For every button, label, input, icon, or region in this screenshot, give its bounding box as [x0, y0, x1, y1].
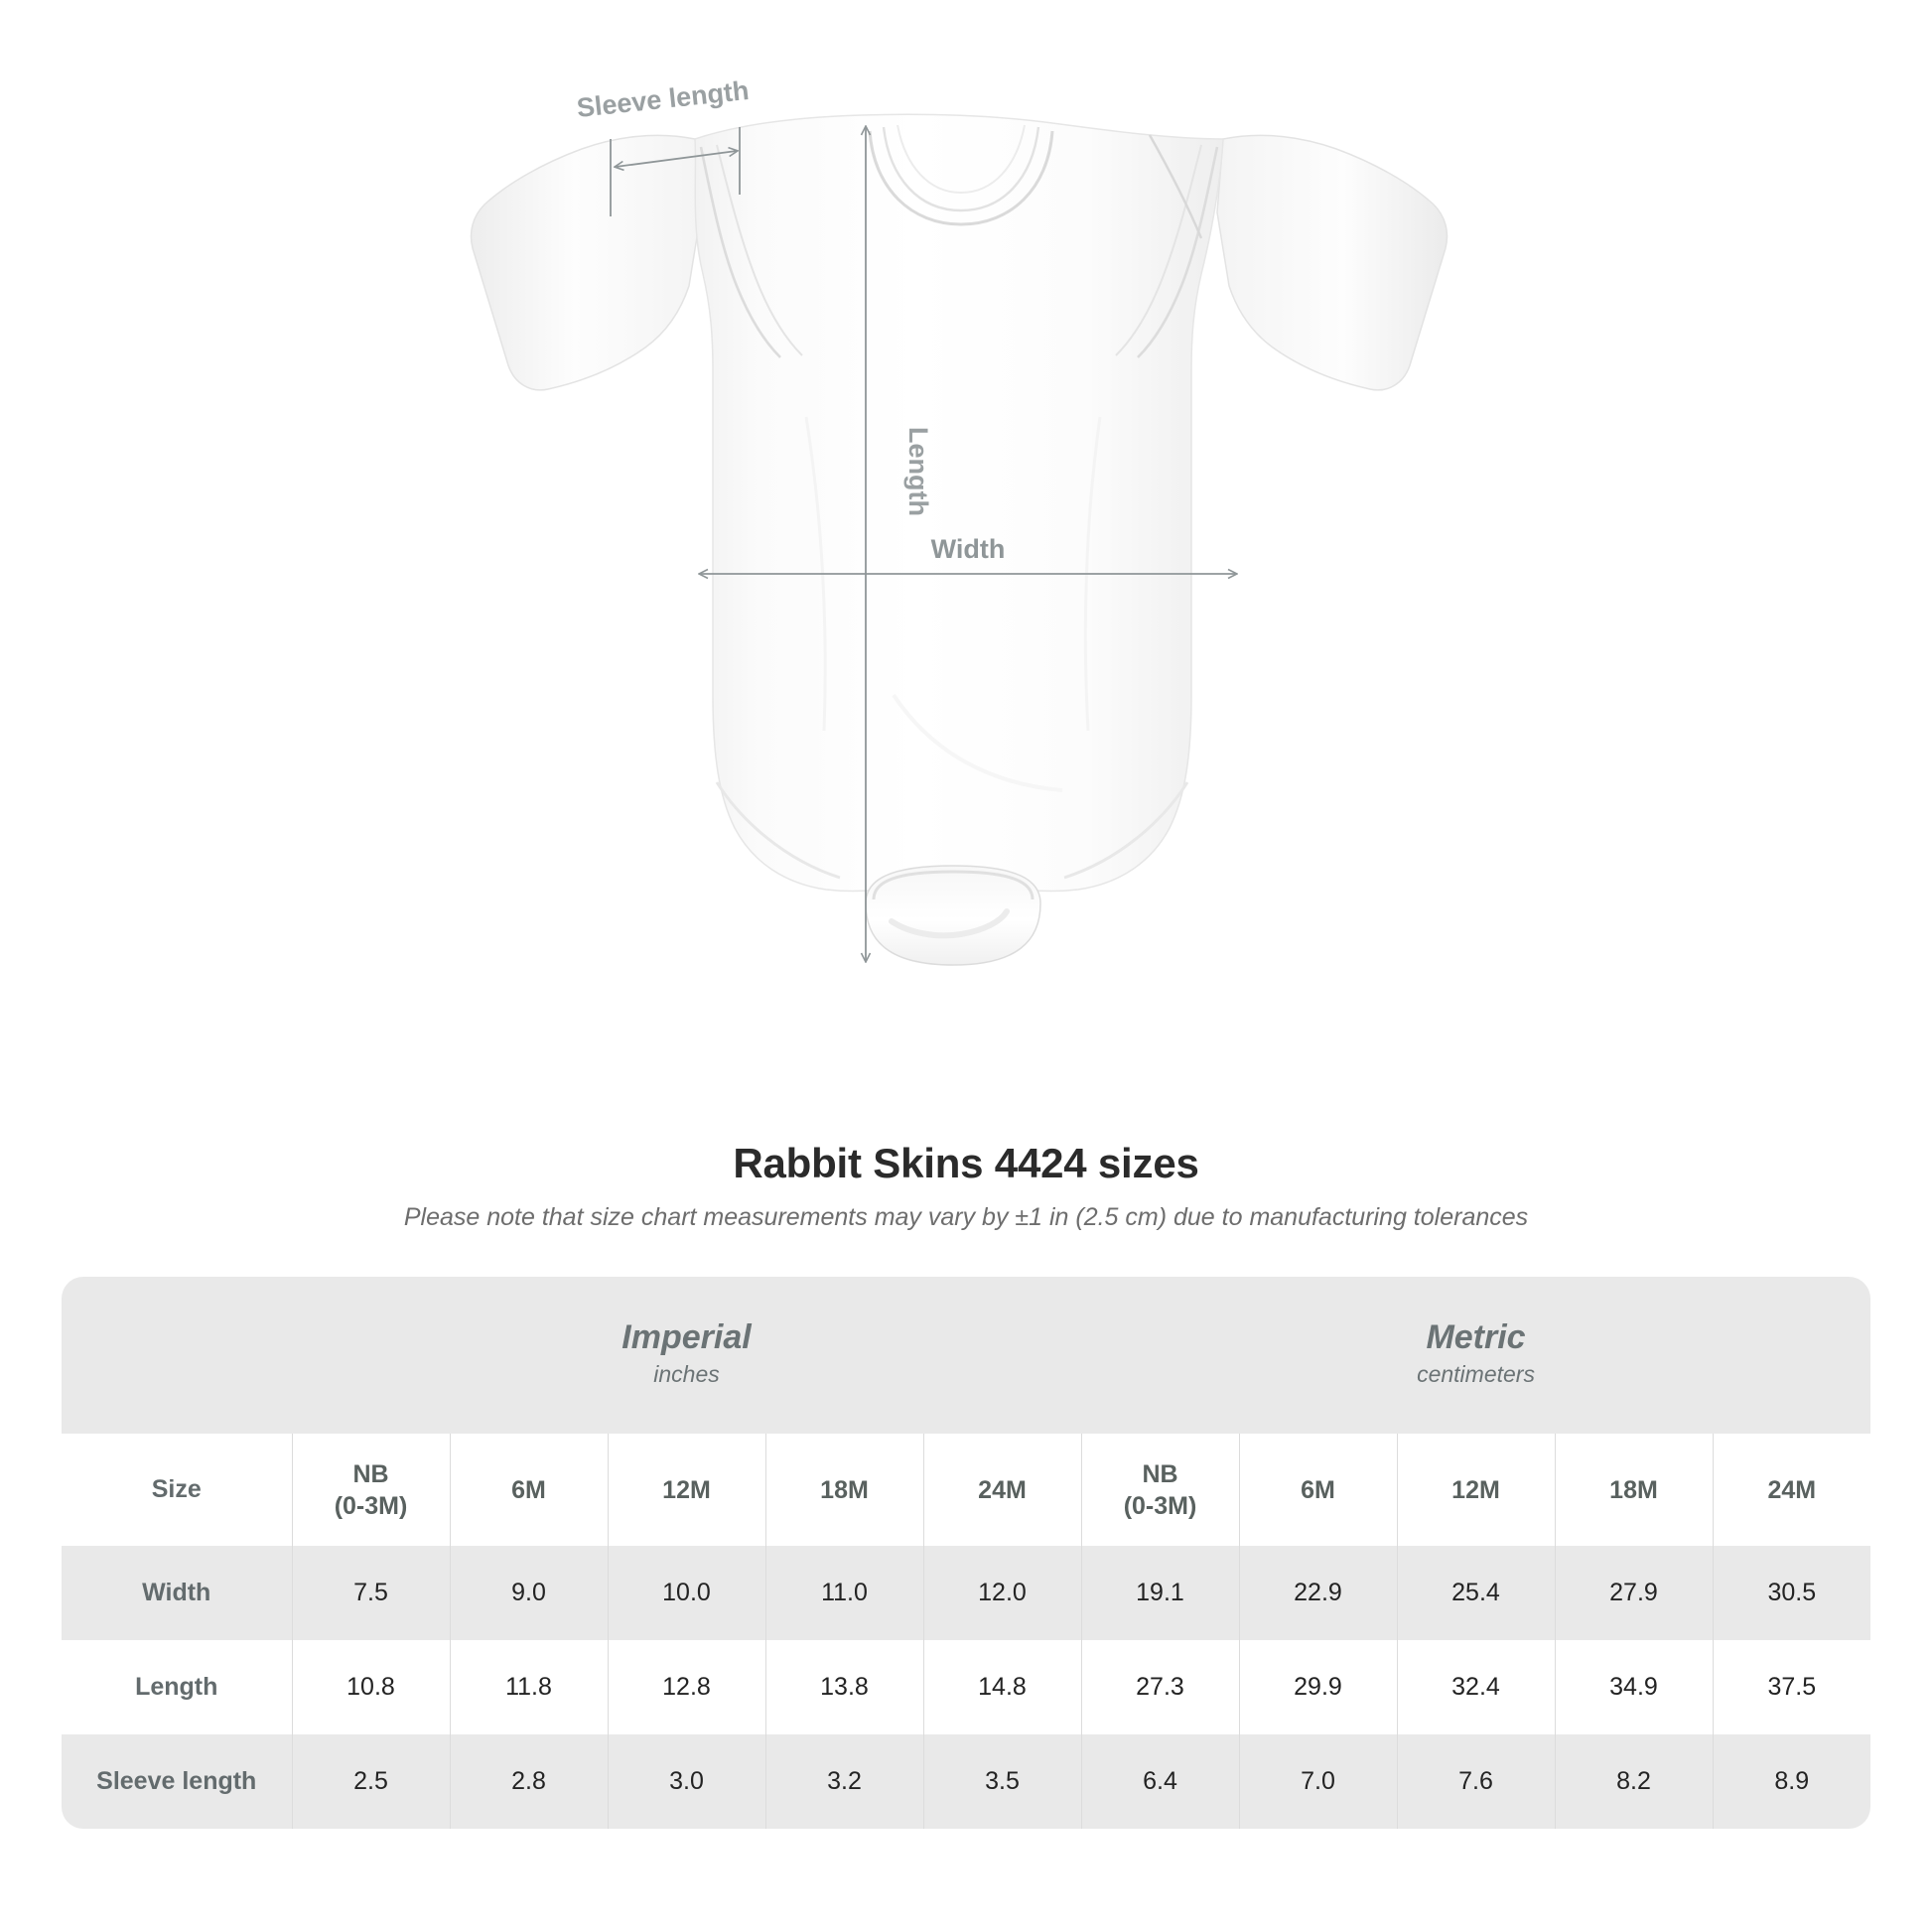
- cell-sleeve-imperial-nb: 2.5: [291, 1734, 450, 1829]
- cell-width-metric-6m: 22.9: [1238, 1546, 1397, 1640]
- column-header-metric-6m: 6M: [1238, 1434, 1397, 1546]
- lap-shoulder-flap: [1148, 134, 1203, 239]
- cell-width-metric-nb: 19.1: [1080, 1546, 1239, 1640]
- left-shoulder-seam: [699, 146, 781, 358]
- cell-width-metric-18m: 27.9: [1554, 1546, 1713, 1640]
- unit-group-metric-units: centimeters: [1417, 1361, 1535, 1388]
- cell-sleeve-metric-6m: 7.0: [1238, 1734, 1397, 1829]
- column-header-imperial-6m: 6M: [449, 1434, 608, 1546]
- column-header-metric-nb: NB (0-3M): [1080, 1434, 1239, 1546]
- cell-sleeve-imperial-24m: 3.5: [922, 1734, 1081, 1829]
- cell-sleeve-metric-nb: 6.4: [1080, 1734, 1239, 1829]
- column-header-imperial-24m: 24M: [922, 1434, 1081, 1546]
- garment-illustration: Sleeve length Length Width: [470, 75, 1449, 966]
- row-label-sleeve-length: Sleeve length: [96, 1767, 257, 1795]
- table-row: Length 10.8 11.8 12.8 13.8 14.8 27.3 29.…: [62, 1640, 1871, 1734]
- cell-length-imperial-18m: 13.8: [764, 1640, 923, 1734]
- unit-band-spacer: [62, 1277, 292, 1434]
- length-label: Length: [903, 427, 933, 516]
- cell-sleeve-metric-12m: 7.6: [1396, 1734, 1555, 1829]
- sleeve-length-label: Sleeve length: [575, 75, 750, 123]
- cell-width-imperial-nb: 7.5: [291, 1546, 450, 1640]
- cell-width-imperial-6m: 9.0: [449, 1546, 608, 1640]
- cell-length-imperial-24m: 14.8: [922, 1640, 1081, 1734]
- cell-length-metric-6m: 29.9: [1238, 1640, 1397, 1734]
- cell-length-metric-18m: 34.9: [1554, 1640, 1713, 1734]
- unit-group-imperial: Imperial inches: [292, 1277, 1081, 1434]
- crotch-gusset: [865, 865, 1041, 966]
- cell-width-imperial-12m: 10.0: [607, 1546, 765, 1640]
- unit-group-imperial-name: Imperial: [621, 1318, 752, 1357]
- cell-sleeve-imperial-12m: 3.0: [607, 1734, 765, 1829]
- bodysuit-graphic: [470, 113, 1449, 966]
- cell-length-imperial-6m: 11.8: [449, 1640, 608, 1734]
- column-header-metric-18m: 18M: [1554, 1434, 1713, 1546]
- hem-right: [1063, 781, 1189, 880]
- cell-length-imperial-12m: 12.8: [607, 1640, 765, 1734]
- neckline-rib: [897, 124, 1026, 195]
- cell-sleeve-metric-24m: 8.9: [1712, 1734, 1871, 1829]
- cell-sleeve-metric-18m: 8.2: [1554, 1734, 1713, 1829]
- row-label-width: Width: [142, 1579, 211, 1606]
- cell-length-metric-24m: 37.5: [1712, 1640, 1871, 1734]
- unit-group-imperial-units: inches: [653, 1361, 720, 1388]
- crotch-binding: [872, 870, 1035, 900]
- cell-length-metric-12m: 32.4: [1396, 1640, 1555, 1734]
- page-title: Rabbit Skins 4424 sizes: [733, 1140, 1199, 1186]
- column-header-main: NB: [352, 1459, 389, 1488]
- cell-width-imperial-24m: 12.0: [922, 1546, 1081, 1640]
- row-label-length: Length: [135, 1673, 218, 1701]
- cell-sleeve-imperial-18m: 3.2: [764, 1734, 923, 1829]
- neckline-inner: [882, 126, 1040, 212]
- right-shoulder-seam: [1137, 146, 1219, 358]
- column-header-sub: (0-3M): [334, 1491, 408, 1520]
- column-header-main: NB: [1142, 1459, 1178, 1488]
- cell-width-metric-12m: 25.4: [1396, 1546, 1555, 1640]
- torso: [694, 113, 1224, 893]
- table-row: Width 7.5 9.0 10.0 11.0 12.0 19.1 22.9 2…: [62, 1546, 1871, 1640]
- unit-group-metric: Metric centimeters: [1081, 1277, 1871, 1434]
- left-shoulder-seam-inner: [716, 144, 803, 356]
- column-header-sub: (0-3M): [1123, 1491, 1197, 1520]
- right-sleeve: [1216, 134, 1449, 391]
- neckline-outer: [868, 130, 1054, 226]
- cell-sleeve-imperial-6m: 2.8: [449, 1734, 608, 1829]
- crotch-snap-shadow: [889, 908, 1010, 939]
- measurement-guides: [610, 127, 1236, 961]
- column-header-imperial-18m: 18M: [764, 1434, 923, 1546]
- width-label: Width: [931, 534, 1006, 564]
- right-shoulder-seam-inner: [1115, 144, 1202, 356]
- cell-length-metric-nb: 27.3: [1080, 1640, 1239, 1734]
- unit-group-metric-name: Metric: [1426, 1318, 1526, 1357]
- table-row: Sleeve length 2.5 2.8 3.0 3.2 3.5 6.4 7.…: [62, 1734, 1871, 1829]
- column-header-imperial-12m: 12M: [607, 1434, 765, 1546]
- hem-left: [715, 781, 841, 880]
- size-header-row: Size NB (0-3M) 6M 12M 18M 24M NB (0-3M) …: [62, 1434, 1871, 1546]
- column-header-imperial-nb: NB (0-3M): [291, 1434, 450, 1546]
- column-header-metric-12m: 12M: [1396, 1434, 1555, 1546]
- unit-system-row: Imperial inches Metric centimeters: [62, 1277, 1871, 1434]
- cell-width-imperial-18m: 11.0: [764, 1546, 923, 1640]
- size-header-label: Size: [151, 1475, 202, 1503]
- sleeve-length-arrow: [616, 151, 737, 167]
- left-sleeve: [470, 134, 702, 391]
- fabric-fold-3: [892, 693, 1063, 792]
- size-table-container: Imperial inches Metric centimeters Size …: [62, 1277, 1871, 1829]
- tolerance-note: Please note that size chart measurements…: [403, 1203, 1529, 1231]
- cell-length-imperial-nb: 10.8: [291, 1640, 450, 1734]
- cell-width-metric-24m: 30.5: [1712, 1546, 1871, 1640]
- column-header-metric-24m: 24M: [1712, 1434, 1871, 1546]
- size-table: Imperial inches Metric centimeters Size …: [62, 1277, 1871, 1829]
